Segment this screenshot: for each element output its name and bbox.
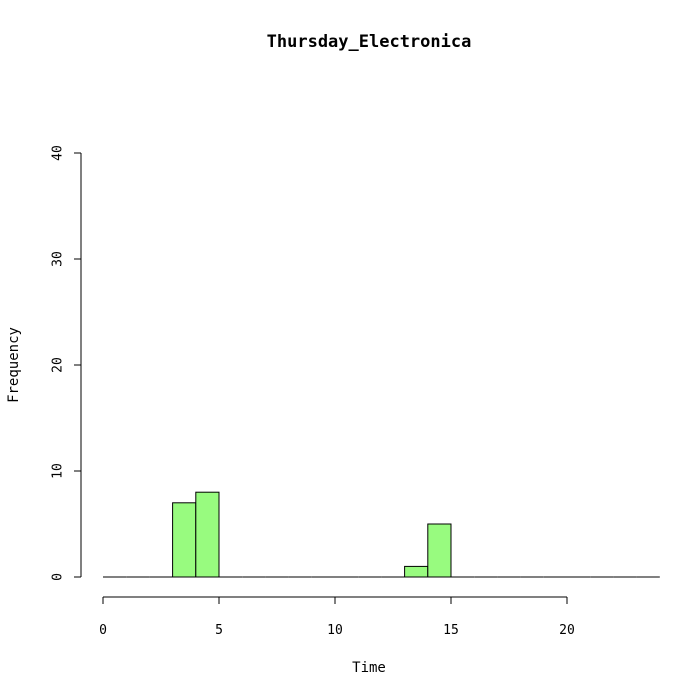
x-tick-label: 20 — [559, 623, 575, 638]
x-axis: 0 5 10 15 20 — [99, 596, 575, 638]
y-tick-label: 10 — [51, 463, 66, 479]
x-axis-label: Time — [352, 660, 386, 676]
chart-title: Thursday_Electronica — [267, 32, 472, 52]
y-axis: 0 10 20 30 40 — [51, 145, 82, 581]
x-tick-label: 10 — [327, 623, 343, 638]
histogram-bar — [427, 523, 452, 578]
histogram-bar — [172, 502, 197, 578]
y-tick-label: 30 — [51, 251, 66, 267]
histogram-bar — [195, 491, 220, 578]
x-tick-label: 0 — [99, 623, 107, 638]
x-tick-label: 15 — [443, 623, 459, 638]
histogram-bar — [404, 565, 429, 578]
y-axis-label: Frequency — [6, 327, 22, 403]
y-tick-label: 20 — [51, 357, 66, 373]
x-tick-label: 5 — [215, 623, 223, 638]
y-tick-label: 40 — [51, 145, 66, 161]
bars — [103, 491, 660, 578]
y-tick-label: 0 — [51, 573, 66, 581]
